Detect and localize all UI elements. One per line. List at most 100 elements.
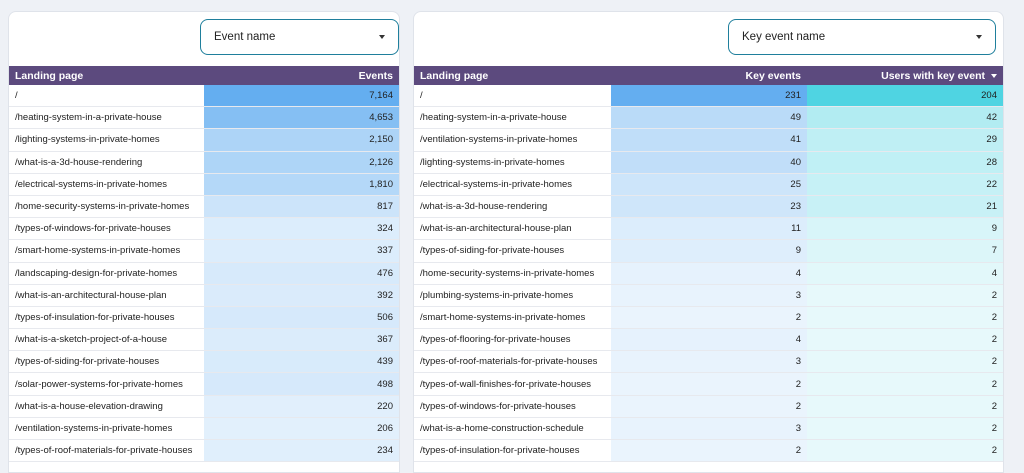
table-row[interactable]: /what-is-a-home-construction-schedule 3 2 xyxy=(414,417,1003,440)
table-row[interactable]: /types-of-siding-for-private-houses 439 xyxy=(9,351,399,374)
events-cell: 337 xyxy=(204,240,399,262)
events-cell: 324 xyxy=(204,218,399,240)
key-events-table-panel: Key event name Landing page Key events U… xyxy=(413,11,1004,473)
table-row[interactable]: /types-of-wall-finishes-for-private-hous… xyxy=(414,373,1003,396)
table-row[interactable]: /types-of-insulation-for-private-houses 5… xyxy=(9,306,399,330)
landing-page-cell: /landscaping-design-for-private-homes xyxy=(15,267,178,279)
key-events-cell: 3 xyxy=(611,417,807,439)
table-row[interactable]: /home-security-systems-in-private-homes 8… xyxy=(9,195,399,219)
table-row[interactable]: /what-is-a-3d-house-rendering 23 21 xyxy=(414,195,1003,219)
table-header: Landing page Key events Users with key e… xyxy=(414,66,1003,85)
table-row[interactable]: /solar-power-systems-for-private-homes 49… xyxy=(9,373,399,396)
landing-page-cell: /heating-system-in-a-private-house xyxy=(420,112,567,124)
key-events-cell xyxy=(611,462,807,472)
table-row[interactable]: / 231 204 xyxy=(414,85,1003,108)
landing-page-cell: /what-is-a-home-construction-schedule xyxy=(420,422,584,434)
column-header-events[interactable]: Events xyxy=(358,69,393,82)
landing-page-cell: /plumbing-systems-in-private-homes xyxy=(420,289,574,301)
landing-page-cell xyxy=(414,462,611,472)
key-events-cell: 9 xyxy=(611,240,807,262)
table-row[interactable]: /electrical-systems-in-private-homes 1,81… xyxy=(9,173,399,196)
users-with-key-event-cell xyxy=(807,462,1003,472)
landing-page-cell: /solar-power-systems-for-private-homes xyxy=(15,378,183,390)
events-cell: 476 xyxy=(204,262,399,284)
landing-page-cell: /types-of-insulation-for-private-houses xyxy=(420,445,580,457)
landing-page-cell: /home-security-systems-in-private-homes xyxy=(420,267,595,279)
landing-page-cell: /types-of-roof-materials-for-private-hou… xyxy=(15,445,193,457)
table-row[interactable]: /heating-system-in-a-private-house 49 42 xyxy=(414,107,1003,130)
table-row[interactable]: /landscaping-design-for-private-homes 476 xyxy=(9,262,399,285)
key-events-cell: 25 xyxy=(611,173,807,195)
users-with-key-event-cell: 2 xyxy=(807,306,1003,329)
table-row[interactable]: /types-of-windows-for-private-houses 324 xyxy=(9,218,399,241)
landing-page-cell: /types-of-siding-for-private-houses xyxy=(420,245,565,257)
users-with-key-event-cell: 42 xyxy=(807,107,1003,129)
table-row[interactable]: /types-of-roof-materials-for-private-hou… xyxy=(414,351,1003,374)
users-with-key-event-cell: 2 xyxy=(807,329,1003,351)
key-events-cell: 11 xyxy=(611,218,807,240)
users-with-key-event-cell: 204 xyxy=(807,85,1003,107)
event-name-filter[interactable]: Event name xyxy=(200,19,399,55)
landing-page-cell: /smart-home-systems-in-private-homes xyxy=(420,311,586,323)
table-row[interactable]: /electrical-systems-in-private-homes 25 22 xyxy=(414,173,1003,196)
table-row[interactable]: /types-of-roof-materials-for-private-hou… xyxy=(9,440,399,463)
table-row[interactable]: /types-of-siding-for-private-houses 9 7 xyxy=(414,240,1003,263)
users-with-key-event-cell: 2 xyxy=(807,373,1003,395)
sort-descending-icon[interactable] xyxy=(991,73,997,78)
table-row[interactable]: /home-security-systems-in-private-homes 4… xyxy=(414,262,1003,285)
key-event-name-filter[interactable]: Key event name xyxy=(728,19,996,55)
events-cell: 2,150 xyxy=(204,129,399,151)
key-events-cell: 231 xyxy=(611,85,807,107)
users-with-key-event-cell: 4 xyxy=(807,262,1003,284)
key-events-cell: 2 xyxy=(611,395,807,417)
landing-page-cell: /types-of-insulation-for-private-houses xyxy=(15,311,175,323)
events-cell: 498 xyxy=(204,373,399,395)
table-row[interactable]: /ventilation-systems-in-private-homes 41 2… xyxy=(414,129,1003,152)
dropdown-caret-icon[interactable] xyxy=(976,35,982,39)
landing-page-cell: /what-is-a-sketch-project-of-a-house xyxy=(15,334,168,346)
landing-page-cell: /home-security-systems-in-private-homes xyxy=(15,201,190,213)
table-row[interactable]: /smart-home-systems-in-private-homes 2 2 xyxy=(414,306,1003,330)
events-cell: 220 xyxy=(204,395,399,417)
events-cell xyxy=(204,462,399,472)
events-cell: 439 xyxy=(204,351,399,373)
key-events-cell: 3 xyxy=(611,284,807,306)
key-events-cell: 3 xyxy=(611,351,807,373)
column-header-landing-page[interactable]: Landing page xyxy=(15,69,84,82)
landing-page-cell: /what-is-an-architectural-house-plan xyxy=(420,223,572,235)
event-name-filter-label: Event name xyxy=(214,31,276,43)
table-row[interactable]: /smart-home-systems-in-private-homes 337 xyxy=(9,240,399,263)
key-events-cell: 4 xyxy=(611,329,807,351)
key-event-name-filter-label: Key event name xyxy=(742,31,826,43)
column-header-landing-page[interactable]: Landing page xyxy=(420,69,489,82)
table-body: / 231 204/heating-system-in-a-private-hous… xyxy=(414,85,1003,472)
landing-page-cell xyxy=(9,462,204,472)
events-cell: 392 xyxy=(204,284,399,306)
table-row[interactable]: /types-of-flooring-for-private-houses 4 2 xyxy=(414,329,1003,352)
users-with-key-event-cell: 2 xyxy=(807,417,1003,439)
table-row[interactable]: /heating-system-in-a-private-house 4,653 xyxy=(9,107,399,130)
table-row[interactable]: /lighting-systems-in-private-homes 40 28 xyxy=(414,151,1003,174)
table-row[interactable]: /lighting-systems-in-private-homes 2,150 xyxy=(9,129,399,152)
table-row[interactable] xyxy=(9,462,399,472)
events-cell: 7,164 xyxy=(204,85,399,107)
table-row[interactable]: /what-is-a-3d-house-rendering 2,126 xyxy=(9,151,399,174)
table-row[interactable]: /what-is-an-architectural-house-plan 11 9 xyxy=(414,218,1003,241)
table-row[interactable]: /ventilation-systems-in-private-homes 206 xyxy=(9,417,399,440)
table-row[interactable] xyxy=(414,462,1003,472)
column-header-key-events[interactable]: Key events xyxy=(745,69,801,82)
landing-page-cell: /what-is-a-3d-house-rendering xyxy=(420,201,548,213)
key-events-cell: 41 xyxy=(611,129,807,151)
key-events-cell: 2 xyxy=(611,373,807,395)
users-with-key-event-cell: 2 xyxy=(807,440,1003,462)
table-row[interactable]: /types-of-insulation-for-private-houses 2… xyxy=(414,440,1003,463)
table-row[interactable]: / 7,164 xyxy=(9,85,399,108)
table-row[interactable]: /plumbing-systems-in-private-homes 3 2 xyxy=(414,284,1003,307)
table-row[interactable]: /what-is-a-house-elevation-drawing 220 xyxy=(9,395,399,418)
table-row[interactable]: /what-is-a-sketch-project-of-a-house 367 xyxy=(9,329,399,352)
table-row[interactable]: /what-is-an-architectural-house-plan 392 xyxy=(9,284,399,307)
landing-page-cell: /electrical-systems-in-private-homes xyxy=(15,178,168,190)
dropdown-caret-icon[interactable] xyxy=(379,35,385,39)
column-header-users-with-key-event[interactable]: Users with key event xyxy=(807,70,1003,82)
table-row[interactable]: /types-of-windows-for-private-houses 2 2 xyxy=(414,395,1003,418)
